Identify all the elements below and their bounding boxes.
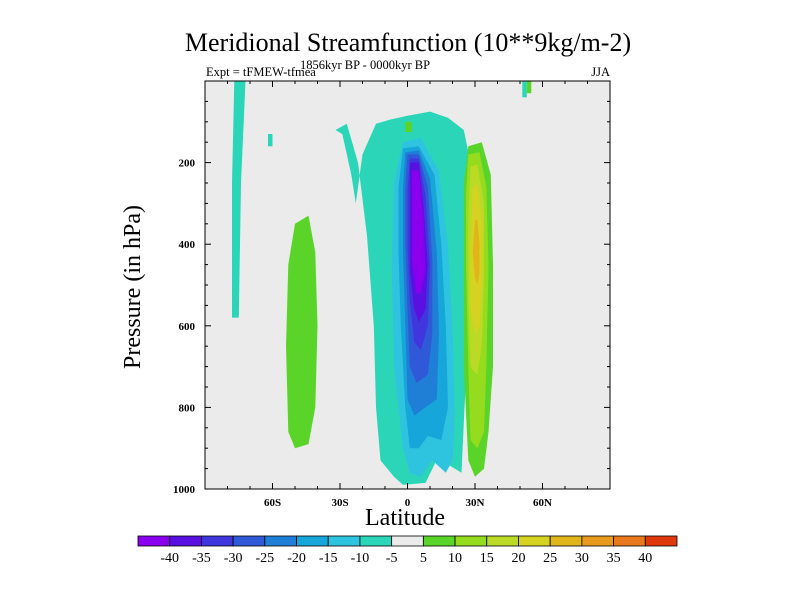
contour-region-5: [405, 121, 412, 132]
y-axis-title: Pressure (in hPa): [120, 205, 146, 369]
colorbar-swatch: [169, 535, 202, 547]
axes: 200 400 600 800 1000 60S 30S 0 30N 60N: [173, 80, 611, 509]
colorbar-label: -15: [319, 551, 338, 566]
colorbar-swatch: [296, 535, 329, 547]
colorbar-label: -5: [386, 551, 398, 566]
colorbar-swatch: [137, 535, 171, 547]
colorbar-swatch: [549, 535, 583, 547]
y-tick-label: 200: [179, 158, 196, 170]
contour-region-5: [286, 215, 318, 449]
x-tick-label: 60N: [533, 497, 552, 509]
x-tick-label: 60S: [264, 497, 281, 509]
contour-region-neg5: [232, 81, 246, 318]
colorbar-swatch: [644, 535, 678, 547]
colorbar-swatch: [264, 535, 297, 547]
y-tick-label: 600: [179, 321, 196, 333]
subtitle-right: JJA: [591, 65, 610, 79]
colorbar-swatch: [232, 535, 266, 547]
colorbar-label: -30: [224, 551, 243, 566]
colorbar-label: 10: [448, 551, 462, 566]
plot-area: [205, 81, 610, 489]
colorbar-swatch: [613, 535, 646, 547]
chart-title: Meridional Streamfunction (10**9kg/m-2): [185, 28, 631, 57]
colorbar-swatch: [581, 535, 614, 547]
colorbar-label: -20: [287, 551, 306, 566]
colorbar-label: -40: [160, 551, 179, 566]
colorbar-label: -25: [255, 551, 274, 566]
colorbar-label: 15: [480, 551, 494, 566]
contour-region-neg40: [412, 170, 426, 294]
x-tick-label: 30N: [466, 497, 485, 509]
colorbar-label: -35: [192, 551, 211, 566]
colorbar-swatch: [518, 535, 551, 547]
colorbar-swatch: [327, 535, 361, 547]
colorbar-label: 5: [420, 551, 427, 566]
x-tick-label: 0: [405, 497, 411, 509]
colorbar-label: 25: [543, 551, 557, 566]
colorbar-swatch: [454, 535, 488, 547]
colorbar-swatch: [391, 535, 424, 547]
colorbar-swatch: [359, 535, 393, 547]
subtitle-left: Expt = tFMEW-tfmea: [206, 65, 316, 79]
colorbar-label: 20: [511, 551, 525, 566]
colorbar-label: 30: [575, 551, 589, 566]
subtitle-center: 1856kyr BP - 0000kyr BP: [300, 58, 430, 72]
colorbar-swatch: [486, 535, 519, 547]
colorbar: -40 -35 -30 -25 -20 -15 -10 -5 5 10 15 20 25 30 35 40: [137, 535, 678, 566]
colorbar-label: -10: [351, 551, 370, 566]
contour-region-neg5: [522, 81, 527, 98]
colorbar-label: 35: [607, 551, 621, 566]
y-tick-label: 800: [179, 402, 196, 414]
colorbar-label: 40: [638, 551, 652, 566]
x-axis-title: Latitude: [365, 505, 445, 531]
y-tick-label: 1000: [173, 484, 196, 496]
y-tick-label: 400: [179, 239, 196, 251]
contour-region-5: [526, 81, 532, 94]
colorbar-swatch: [201, 535, 234, 547]
contour-fills: [232, 81, 532, 485]
contour-region-25: [472, 219, 480, 285]
contour-region-neg5: [268, 134, 273, 147]
colorbar-swatch: [422, 535, 456, 547]
x-tick-label: 30S: [331, 497, 348, 509]
